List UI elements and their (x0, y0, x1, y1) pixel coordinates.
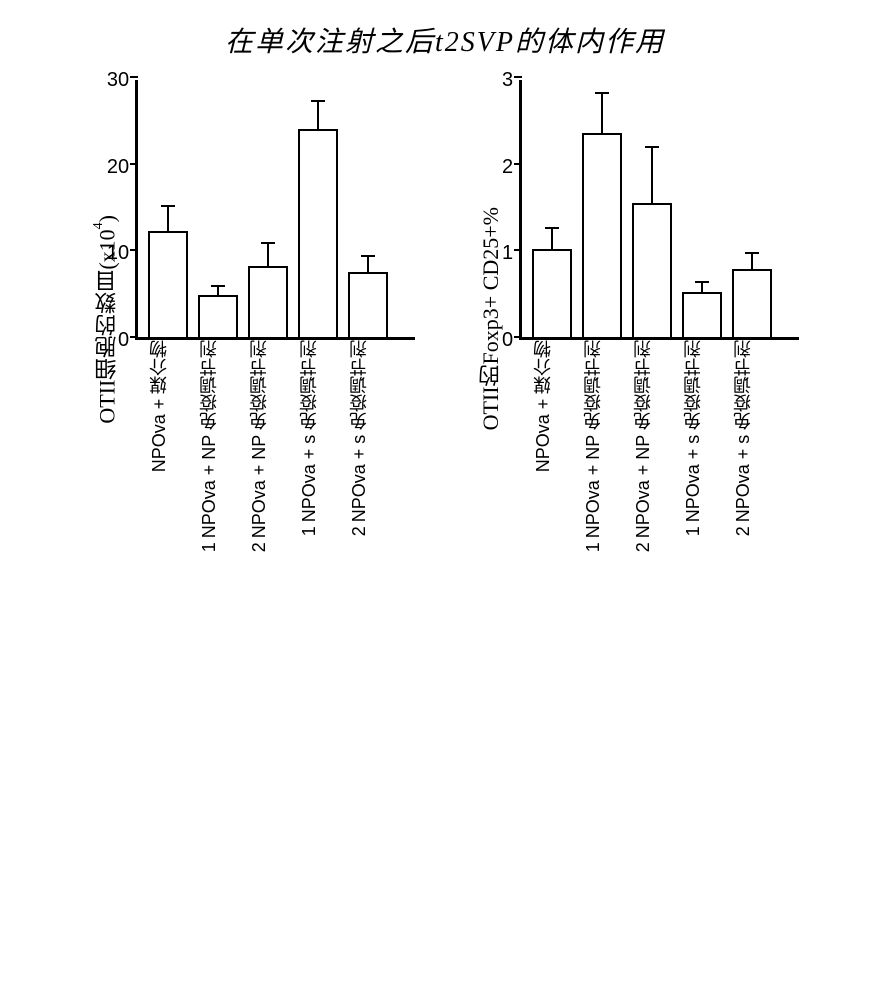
bar-slot (730, 80, 774, 337)
bar (198, 295, 238, 337)
charts-row: OTII细胞的数目(x104) 3020100 NPOva + 媒介物1NPOv… (20, 80, 870, 558)
ylabel-right: OTII的Foxp3+ CD25+% (475, 207, 507, 430)
error-bar (317, 100, 319, 129)
chart-left: OTII细胞的数目(x104) 3020100 NPOva + 媒介物1NPOv… (91, 80, 415, 558)
x-label: NPOva + 媒介物 (146, 340, 190, 558)
error-bar (701, 281, 703, 292)
error-bar (367, 255, 369, 272)
x-label: 2NPOva + s 免疫调节剂 (730, 340, 774, 558)
bar (348, 272, 388, 337)
x-label: 1NPOva + NP 免疫调节剂 (196, 340, 240, 558)
bar (148, 231, 188, 337)
bar (732, 269, 772, 337)
bar (632, 203, 672, 337)
bar (248, 266, 288, 337)
plot-area-right (519, 80, 799, 340)
bar-slot (580, 80, 624, 337)
x-label: 2NPOva + s 免疫调节剂 (346, 340, 390, 558)
bar-slot (530, 80, 574, 337)
y-tick-mark (514, 249, 522, 251)
x-labels-left: NPOva + 媒介物1NPOva + NP 免疫调节剂2NPOva + NP … (138, 340, 398, 558)
x-label: 2NPOva + NP 免疫调节剂 (630, 340, 674, 558)
x-label: 1NPOva + s 免疫调节剂 (680, 340, 724, 558)
y-tick-mark (130, 163, 138, 165)
bar (582, 133, 622, 337)
x-label: NPOva + 媒介物 (530, 340, 574, 558)
error-bar (217, 285, 219, 295)
x-label: 1NPOva + s 免疫调节剂 (296, 340, 340, 558)
y-tick-mark (130, 76, 138, 78)
bar-slot (196, 80, 240, 337)
error-bar (601, 92, 603, 134)
bar (682, 292, 722, 337)
error-bar (551, 227, 553, 249)
x-label: 1NPOva + NP 免疫调节剂 (580, 340, 624, 558)
x-label: 2NPOva + NP 免疫调节剂 (246, 340, 290, 558)
y-tick-mark (130, 249, 138, 251)
bar-slot (246, 80, 290, 337)
bar (532, 249, 572, 337)
bar-slot (680, 80, 724, 337)
bar-slot (146, 80, 190, 337)
y-tick-mark (514, 336, 522, 338)
error-bar (751, 252, 753, 269)
y-tick-mark (514, 163, 522, 165)
plot-area-left (135, 80, 415, 340)
y-tick-mark (514, 76, 522, 78)
bar-slot (630, 80, 674, 337)
chart-right: OTII的Foxp3+ CD25+% 3210 NPOva + 媒介物1NPOv… (475, 80, 799, 558)
bar (298, 129, 338, 337)
x-labels-right: NPOva + 媒介物1NPOva + NP 免疫调节剂2NPOva + NP … (522, 340, 782, 558)
bar-slot (346, 80, 390, 337)
error-bar (267, 242, 269, 266)
bar-slot (296, 80, 340, 337)
y-tick-mark (130, 336, 138, 338)
error-bar (167, 205, 169, 231)
figure-title: 在单次注射之后t2SVP的体内作用 (20, 20, 870, 60)
error-bar (651, 146, 653, 202)
